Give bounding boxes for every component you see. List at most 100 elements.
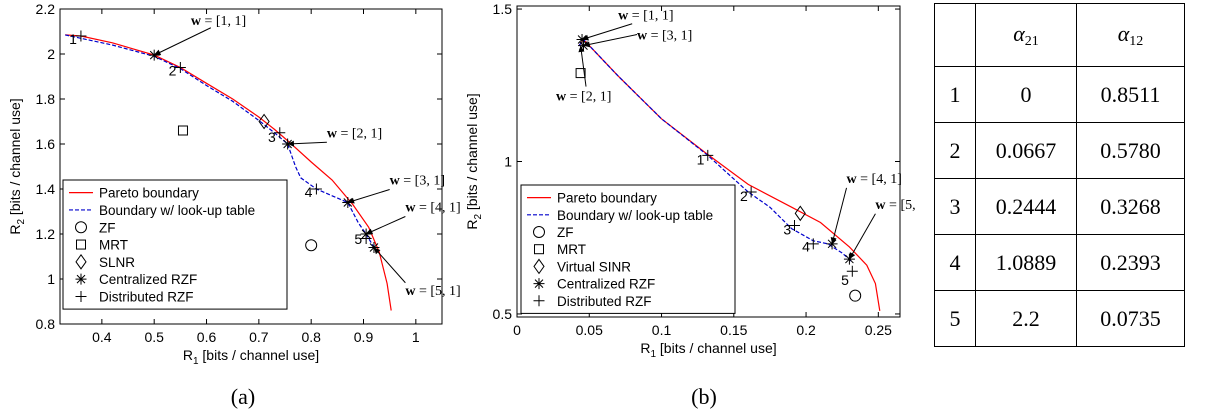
legend-swatch [533, 295, 545, 307]
y-tick-label: 1 [47, 271, 55, 287]
table-cell-index: 2 [934, 122, 976, 179]
annotation-arrow [580, 45, 587, 87]
legend-entry: Centralized RZF [557, 277, 655, 292]
annotation-arrow-head [830, 236, 837, 244]
table-cell-alpha12: 0.0735 [1076, 290, 1185, 347]
legend-entry: Distributed RZF [99, 289, 194, 304]
marker-plus [360, 233, 372, 244]
x-tick-label: 0.9 [354, 329, 374, 345]
marker-asterisk [826, 238, 838, 250]
plot-area: 0.4 0.5 0.6 0.7 0.8 0.9 1 0.8 1 1.2 1.4 1.6 1.8 2 2.2 R… [7, 1, 460, 367]
pareto-chart-a: 0.4 0.5 0.6 0.7 0.8 0.9 1 0.8 1 1.2 1.4 1.6 1.8 2 2.2 R… [7, 1, 460, 367]
legend-swatch [533, 226, 545, 238]
annotation-arrow-head [373, 247, 381, 255]
legend-swatch [533, 278, 545, 290]
point-label: 4 [305, 184, 313, 200]
table-header-alpha12: α12 [1076, 3, 1185, 67]
annotation-arrow [373, 247, 406, 284]
point-label: 2 [169, 62, 177, 78]
marker-plus [274, 127, 286, 139]
pareto-chart-b: 0 0.05 0.1 0.15 0.2 0.25 0.5 1 1.5 R1 [bits / cha… [464, 1, 920, 360]
annotation-arrow [287, 141, 327, 145]
legend-swatch [75, 290, 87, 302]
annotation-label: w = [3, 1] [637, 29, 692, 44]
plot-area: 0 0.05 0.1 0.15 0.2 0.25 0.5 1 1.5 R1 [bits / cha… [464, 1, 920, 360]
legend-box [520, 184, 736, 314]
y-tick-label: 1 [504, 154, 512, 170]
annotation-arrow-head [347, 197, 355, 204]
caption-a: (a) [230, 384, 256, 409]
y-tick-label: 1.8 [36, 91, 56, 107]
series-line-boundary-w-look-up-table [578, 38, 853, 263]
marker-plus [846, 265, 858, 277]
x-tick-label: 0 [513, 322, 521, 338]
annotation-arrow [365, 216, 406, 235]
x-tick-label: 0.05 [576, 322, 603, 338]
table-cell-alpha12: 0.8511 [1076, 66, 1185, 123]
point-label: 1 [697, 152, 705, 168]
annotation-arrow-head [366, 228, 374, 235]
table-header-alpha21: α21 [975, 3, 1077, 67]
annotation-arrow-head [849, 252, 856, 260]
marker-plus [807, 238, 819, 250]
x-tick-label: 0.1 [652, 322, 672, 338]
annotation-arrow [347, 189, 390, 203]
legend-entry: Pareto boundary [99, 186, 199, 201]
point-label: 3 [783, 222, 791, 238]
point-label: 2 [740, 188, 748, 204]
table-cell-alpha21: 0.0667 [975, 122, 1077, 179]
marker-asterisk [577, 40, 589, 52]
table-cell-index: 3 [934, 178, 976, 235]
table-row: 2 0.0667 0.5780 [934, 122, 1185, 179]
annotation-arrow-head [582, 34, 589, 41]
annotation-arrow-head [154, 49, 162, 56]
table-cell-alpha12: 0.5780 [1076, 122, 1185, 179]
table-header-cell [934, 3, 976, 67]
annotation-label: w = [1, 1] [618, 9, 673, 24]
caption-b: (b) [691, 384, 717, 409]
x-tick-label: 0.25 [865, 322, 892, 338]
point-label: 5 [354, 231, 362, 247]
annotation-arrow [848, 213, 876, 260]
table-cell-alpha21: 0 [975, 66, 1077, 123]
annotation-label: w = [4, 1] [405, 201, 460, 216]
marker-plus [745, 186, 757, 198]
table-row: 1 0 0.8511 [934, 66, 1185, 123]
series-line-boundary-w-look-up-table [65, 34, 375, 248]
legend-swatch [533, 258, 545, 275]
table-cell-alpha12: 0.3268 [1076, 178, 1185, 235]
table-cell-index: 4 [934, 234, 976, 291]
y-tick-label: 2 [47, 46, 55, 62]
marker-square [575, 68, 586, 79]
y-axis-label: R2 [bits / channel use] [464, 93, 484, 229]
legend-swatch [76, 239, 86, 250]
legend-entry: Virtual SINR [557, 259, 631, 274]
x-tick-label: 0.4 [92, 329, 112, 345]
legend-entry: SLNR [99, 255, 135, 270]
legend-entry: MRT [99, 238, 128, 253]
point-label: 5 [841, 272, 849, 288]
legend: Pareto boundary Boundary w/ look-up table… [520, 184, 736, 314]
annotation-arrow-head [583, 41, 591, 48]
x-tick-label: 0.8 [301, 329, 321, 345]
marker-plus [702, 149, 714, 161]
marker-circle [305, 239, 318, 252]
legend-swatch [75, 273, 87, 285]
legend-swatch [75, 221, 87, 234]
legend-entry: MRT [557, 242, 586, 257]
y-tick-label: 1.4 [36, 181, 56, 197]
legend-swatch [534, 244, 544, 255]
legend: Pareto boundary Boundary w/ look-up table… [62, 179, 288, 310]
marker-plus [75, 30, 87, 42]
marker-plus [174, 62, 186, 73]
annotation-label: w = [1, 1] [191, 14, 246, 29]
legend-swatch [75, 253, 87, 270]
table-cell-index: 5 [934, 290, 976, 347]
annotation-label: w = [5, 1] [405, 284, 460, 299]
y-tick-label: 1.2 [36, 226, 56, 242]
legend-entry: Centralized RZF [99, 272, 197, 287]
annotation-arrow [581, 23, 633, 41]
table-cell-alpha21: 2.2 [975, 290, 1077, 347]
y-axis-label: R2 [bits / channel use] [7, 98, 27, 234]
x-axis-label: R1 [bits / channel use] [640, 340, 776, 360]
